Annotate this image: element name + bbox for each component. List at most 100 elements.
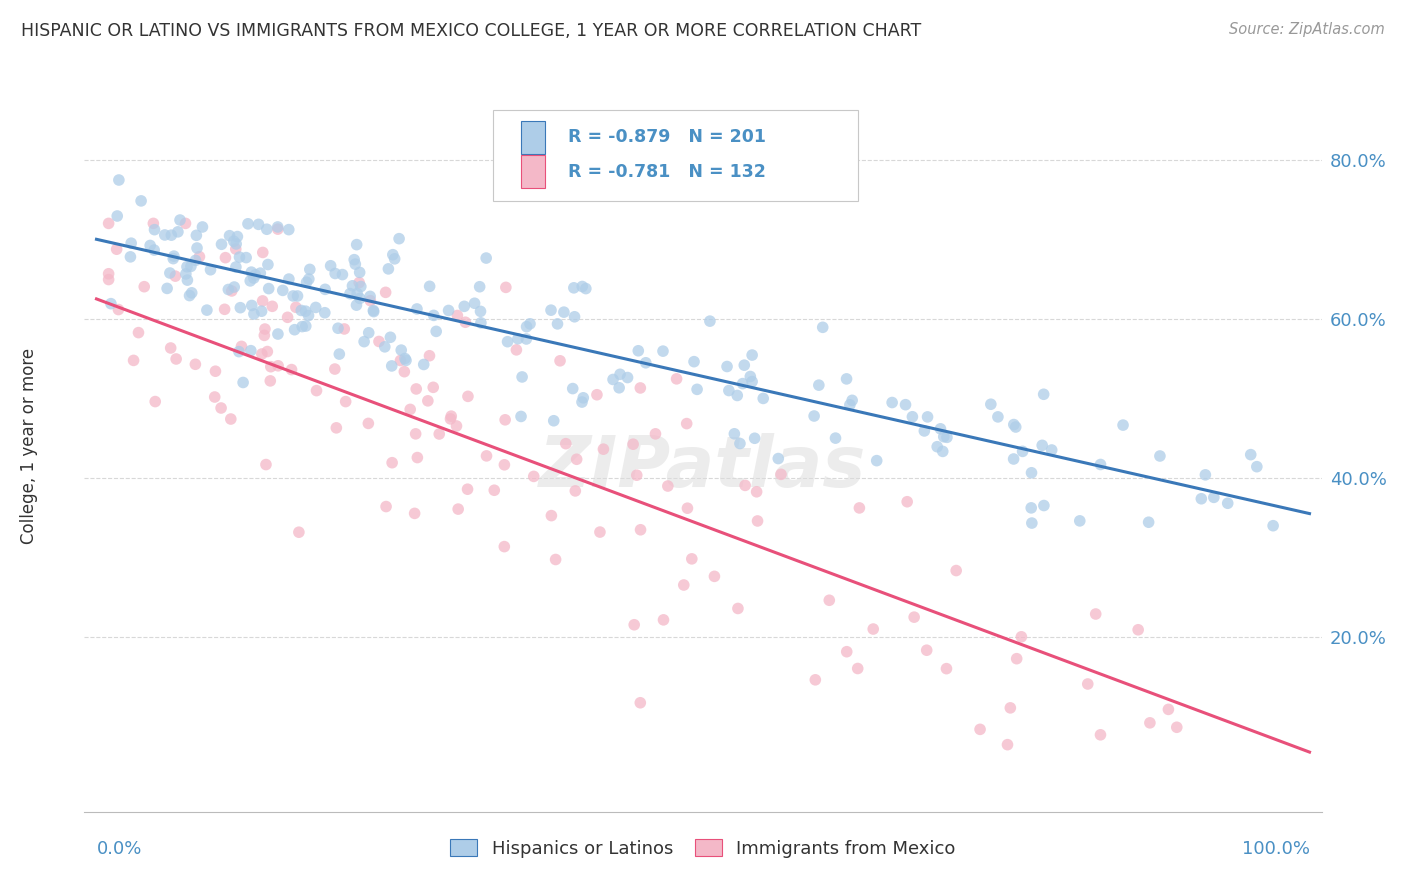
Point (980, 397, 1002, 411)
Point (381, 248, 404, 262)
Point (314, 282, 336, 296)
Point (768, 451, 790, 466)
Point (589, 524, 612, 539)
Point (388, 232, 411, 246)
Point (575, 282, 598, 296)
Point (562, 281, 585, 295)
Point (180, 285, 202, 300)
Point (505, 343, 527, 357)
Point (349, 292, 371, 306)
Point (548, 353, 571, 368)
Point (969, 723, 991, 737)
Point (186, 241, 208, 255)
Point (418, 349, 440, 363)
Point (184, 253, 207, 268)
Point (389, 343, 412, 358)
Point (359, 289, 381, 303)
Point (297, 309, 319, 323)
Point (214, 251, 236, 265)
Point (245, 268, 267, 282)
Point (305, 301, 328, 315)
Point (997, 738, 1019, 752)
Point (1002, 417, 1025, 432)
Point (349, 265, 371, 279)
Point (343, 252, 366, 267)
Point (143, 243, 166, 257)
Point (253, 322, 276, 336)
Point (256, 222, 278, 236)
Point (1032, 387, 1054, 401)
Point (862, 622, 884, 636)
Point (1090, 728, 1112, 742)
Point (252, 293, 274, 308)
Point (723, 426, 745, 441)
Point (439, 412, 461, 426)
Point (1157, 702, 1180, 716)
Point (1090, 458, 1112, 472)
Point (247, 218, 270, 232)
Point (744, 431, 766, 445)
Point (280, 362, 302, 376)
Point (108, 173, 131, 187)
Point (1112, 418, 1135, 433)
Point (277, 272, 299, 286)
Point (929, 422, 952, 436)
Point (1139, 715, 1161, 730)
Point (681, 552, 703, 566)
Point (457, 389, 479, 403)
Point (506, 332, 529, 346)
Point (422, 309, 444, 323)
Point (176, 260, 198, 274)
Point (835, 645, 858, 659)
Point (267, 359, 290, 373)
Point (225, 242, 247, 256)
Point (357, 417, 380, 431)
Point (184, 357, 207, 371)
Point (214, 302, 236, 317)
Point (406, 450, 429, 465)
Point (540, 303, 562, 318)
Point (188, 250, 211, 264)
Point (571, 395, 593, 409)
Point (416, 393, 439, 408)
Point (561, 382, 583, 396)
Point (395, 353, 418, 368)
Point (169, 213, 191, 227)
Point (271, 284, 294, 298)
Point (159, 341, 181, 355)
Point (253, 328, 276, 343)
Point (254, 458, 277, 472)
Point (1084, 607, 1107, 621)
Point (224, 280, 246, 294)
Point (368, 334, 391, 349)
Point (375, 500, 398, 514)
Point (741, 348, 763, 362)
Point (1166, 720, 1188, 734)
Point (195, 303, 218, 318)
Point (186, 228, 208, 243)
Text: 100.0%: 100.0% (1241, 839, 1309, 857)
Point (457, 482, 479, 496)
Point (912, 424, 935, 438)
Point (1005, 651, 1028, 665)
Point (105, 209, 128, 223)
Point (769, 467, 792, 482)
Point (257, 282, 280, 296)
Point (602, 372, 624, 386)
Point (235, 251, 257, 265)
Point (495, 280, 517, 294)
Point (120, 236, 142, 251)
Point (389, 353, 412, 368)
Point (179, 288, 201, 302)
Point (226, 229, 249, 244)
Point (225, 260, 247, 274)
Point (277, 222, 299, 236)
Point (437, 303, 460, 318)
Point (256, 344, 278, 359)
Point (342, 278, 364, 293)
Point (727, 601, 749, 615)
Point (564, 310, 586, 324)
Point (134, 279, 156, 293)
Point (120, 250, 142, 264)
Point (716, 359, 738, 374)
